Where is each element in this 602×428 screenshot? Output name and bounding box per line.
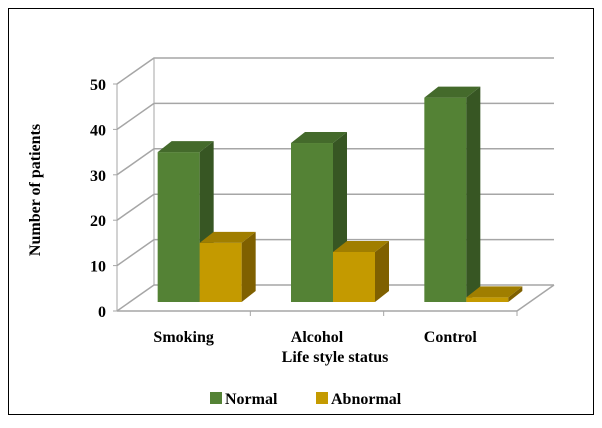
- bar-side: [241, 231, 256, 302]
- bar-top: [157, 141, 214, 153]
- bar-top: [466, 286, 523, 298]
- bar-front: [466, 297, 509, 302]
- bar-front: [157, 152, 200, 302]
- legend-item: Normal: [210, 391, 278, 408]
- y-tick-label: 40: [90, 122, 106, 139]
- legend: Normal Abnormal: [210, 391, 402, 408]
- gridline: [116, 238, 554, 267]
- legend-label: Abnormal: [331, 391, 402, 408]
- bar-top: [424, 86, 481, 98]
- bar: [157, 141, 214, 302]
- gridline: [116, 102, 554, 131]
- gridline: [116, 148, 554, 176]
- bar-front: [199, 242, 242, 302]
- x-tick-label: Smoking: [153, 329, 213, 346]
- bar-front: [333, 251, 375, 302]
- y-tick-label: 0: [98, 304, 106, 321]
- bar-front: [424, 97, 467, 303]
- floor-left-edge: [116, 284, 155, 312]
- bar-front: [291, 143, 333, 302]
- chart-walls: [116, 58, 555, 312]
- bar-side: [375, 240, 389, 302]
- y-tick-label: 20: [90, 213, 106, 230]
- bar-top: [291, 132, 347, 144]
- y-tick-label: 30: [90, 168, 106, 185]
- legend-swatch: [210, 392, 222, 404]
- y-tick-label: 10: [90, 259, 106, 276]
- bar: [466, 286, 523, 302]
- gridline: [116, 193, 554, 221]
- x-tick-label: Alcohol: [291, 329, 344, 346]
- legend-item: Abnormal: [316, 391, 402, 408]
- bar: [424, 86, 481, 303]
- bars: [157, 86, 523, 303]
- gridline: [116, 57, 554, 85]
- legend-swatch: [316, 392, 328, 404]
- y-axis-label: Number of patients: [27, 124, 44, 256]
- bar-side: [466, 86, 481, 303]
- y-tick-label: 50: [90, 77, 106, 94]
- x-tick-label: Control: [424, 329, 478, 346]
- bar: [333, 240, 389, 302]
- bar: [199, 231, 256, 302]
- bar-side: [508, 286, 523, 302]
- x-axis-ticks: Smoking Alcohol Control: [153, 311, 518, 346]
- floor-right-edge: [516, 284, 555, 312]
- x-axis-label: Life style status: [282, 349, 389, 366]
- y-axis-ticks: 0 10 20 30 40 50: [90, 77, 117, 321]
- bar-top: [333, 240, 389, 252]
- legend-label: Normal: [225, 391, 278, 408]
- bar-top: [199, 231, 256, 243]
